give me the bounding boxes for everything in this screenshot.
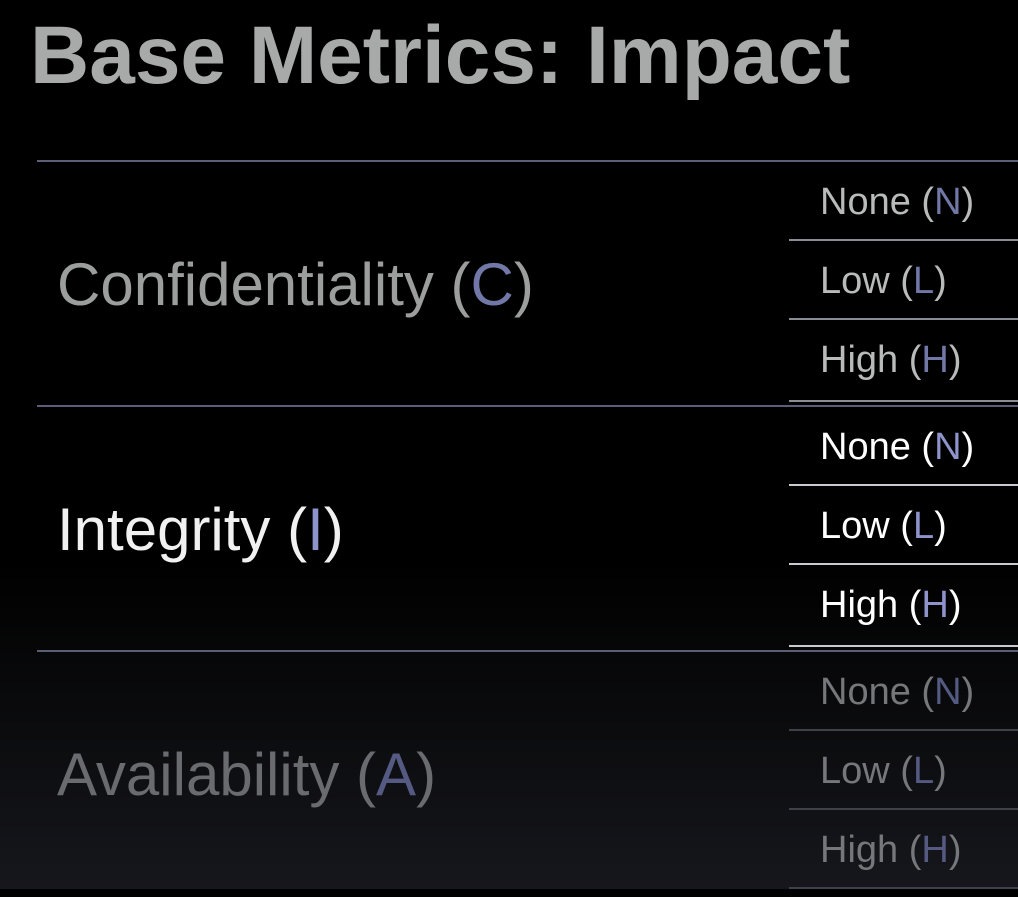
option-abbr: H	[921, 584, 949, 626]
metric-abbr: A	[376, 741, 417, 808]
option-name: High	[820, 829, 899, 871]
option-name: Low	[820, 750, 890, 792]
option-confidentiality-none[interactable]: None (N)	[789, 162, 1018, 241]
option-abbr: N	[934, 181, 962, 223]
page-title: Base Metrics: Impact	[30, 10, 851, 101]
option-list-availability: None (N) Low (L) High (H)	[789, 652, 1018, 889]
option-confidentiality-high[interactable]: High (H)	[789, 320, 1018, 402]
metric-group-availability: Availability (A) None (N) Low (L) High (…	[37, 650, 1018, 897]
option-abbr: H	[921, 829, 949, 871]
metric-abbr: I	[307, 496, 324, 563]
metric-label-availability: Availability (A)	[57, 741, 437, 808]
option-availability-none[interactable]: None (N)	[789, 652, 1018, 731]
option-name: Low	[820, 260, 890, 302]
metric-name: Integrity	[57, 496, 271, 563]
metric-group-confidentiality: Confidentiality (C) None (N) Low (L) Hig…	[37, 160, 1018, 407]
metric-name: Confidentiality	[57, 251, 434, 318]
option-name: Low	[820, 505, 890, 547]
option-abbr: L	[912, 505, 935, 547]
metric-label-integrity: Integrity (I)	[57, 496, 344, 563]
option-abbr: H	[921, 339, 949, 381]
option-abbr: L	[912, 750, 935, 792]
option-name: None	[820, 426, 911, 468]
option-availability-low[interactable]: Low (L)	[789, 731, 1018, 810]
metric-group-integrity: Integrity (I) None (N) Low (L) High (H)	[37, 405, 1018, 652]
option-availability-high[interactable]: High (H)	[789, 810, 1018, 889]
option-abbr: L	[912, 260, 935, 302]
metric-abbr: C	[470, 251, 514, 318]
option-name: None	[820, 181, 911, 223]
option-name: High	[820, 339, 899, 381]
option-abbr: N	[934, 671, 962, 713]
option-integrity-high[interactable]: High (H)	[789, 565, 1018, 647]
option-name: High	[820, 584, 899, 626]
option-integrity-low[interactable]: Low (L)	[789, 486, 1018, 565]
option-confidentiality-low[interactable]: Low (L)	[789, 241, 1018, 320]
metric-label-confidentiality: Confidentiality (C)	[57, 251, 534, 318]
option-name: None	[820, 671, 911, 713]
option-abbr: N	[934, 426, 962, 468]
option-list-integrity: None (N) Low (L) High (H)	[789, 407, 1018, 647]
option-list-confidentiality: None (N) Low (L) High (H)	[789, 162, 1018, 402]
metric-name: Availability	[57, 741, 340, 808]
option-integrity-none[interactable]: None (N)	[789, 407, 1018, 486]
